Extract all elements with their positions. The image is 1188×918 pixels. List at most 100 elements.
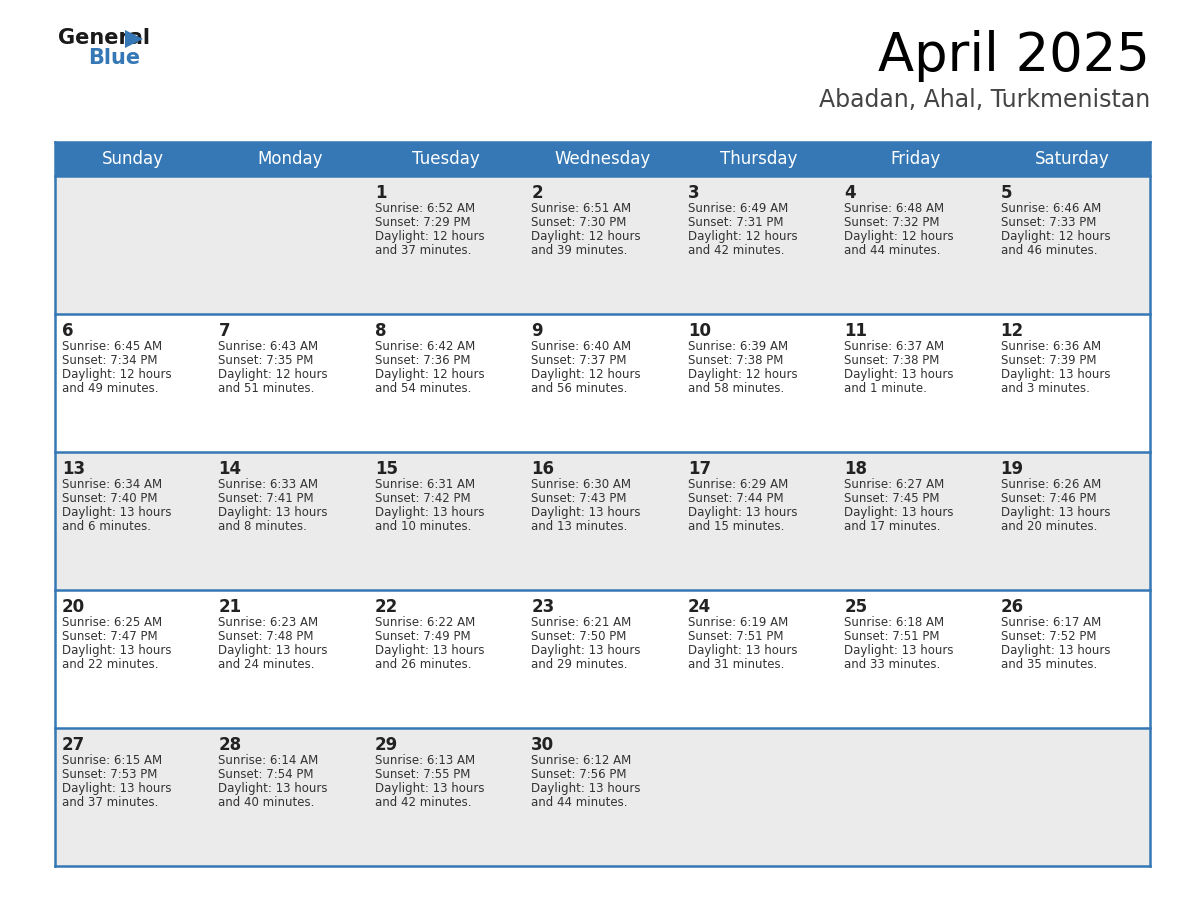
Text: and 37 minutes.: and 37 minutes. bbox=[62, 796, 158, 809]
Text: 22: 22 bbox=[375, 598, 398, 616]
Text: Saturday: Saturday bbox=[1035, 150, 1110, 168]
Text: Friday: Friday bbox=[890, 150, 941, 168]
Text: Daylight: 12 hours: Daylight: 12 hours bbox=[375, 368, 485, 381]
Text: and 13 minutes.: and 13 minutes. bbox=[531, 520, 627, 533]
Text: 14: 14 bbox=[219, 460, 241, 478]
Text: 24: 24 bbox=[688, 598, 710, 616]
Text: Sunset: 7:44 PM: Sunset: 7:44 PM bbox=[688, 492, 783, 505]
Text: Sunset: 7:51 PM: Sunset: 7:51 PM bbox=[845, 630, 940, 643]
Text: 12: 12 bbox=[1000, 322, 1024, 340]
Text: Sunset: 7:35 PM: Sunset: 7:35 PM bbox=[219, 354, 314, 367]
Text: 21: 21 bbox=[219, 598, 241, 616]
Text: and 3 minutes.: and 3 minutes. bbox=[1000, 382, 1089, 395]
Text: and 29 minutes.: and 29 minutes. bbox=[531, 658, 627, 671]
Text: 28: 28 bbox=[219, 736, 241, 754]
Text: 15: 15 bbox=[375, 460, 398, 478]
Text: and 33 minutes.: and 33 minutes. bbox=[845, 658, 941, 671]
Text: 4: 4 bbox=[845, 184, 855, 202]
Text: 23: 23 bbox=[531, 598, 555, 616]
Text: Sunrise: 6:46 AM: Sunrise: 6:46 AM bbox=[1000, 202, 1101, 215]
Text: 26: 26 bbox=[1000, 598, 1024, 616]
Text: Daylight: 12 hours: Daylight: 12 hours bbox=[1000, 230, 1111, 243]
Text: Sunset: 7:41 PM: Sunset: 7:41 PM bbox=[219, 492, 314, 505]
Text: 20: 20 bbox=[62, 598, 86, 616]
Text: 2: 2 bbox=[531, 184, 543, 202]
Text: Thursday: Thursday bbox=[720, 150, 797, 168]
Text: Sunset: 7:50 PM: Sunset: 7:50 PM bbox=[531, 630, 626, 643]
Text: Sunrise: 6:39 AM: Sunrise: 6:39 AM bbox=[688, 340, 788, 353]
Text: Sunset: 7:37 PM: Sunset: 7:37 PM bbox=[531, 354, 627, 367]
Text: Sunset: 7:33 PM: Sunset: 7:33 PM bbox=[1000, 216, 1097, 229]
Text: 30: 30 bbox=[531, 736, 555, 754]
Text: Sunrise: 6:26 AM: Sunrise: 6:26 AM bbox=[1000, 478, 1101, 491]
Text: Daylight: 13 hours: Daylight: 13 hours bbox=[375, 782, 485, 795]
Bar bbox=[55, 314, 1150, 452]
Text: and 24 minutes.: and 24 minutes. bbox=[219, 658, 315, 671]
Text: Sunset: 7:56 PM: Sunset: 7:56 PM bbox=[531, 768, 627, 781]
Text: Sunrise: 6:19 AM: Sunrise: 6:19 AM bbox=[688, 616, 788, 629]
Text: and 44 minutes.: and 44 minutes. bbox=[531, 796, 627, 809]
Text: 9: 9 bbox=[531, 322, 543, 340]
Text: Sunset: 7:40 PM: Sunset: 7:40 PM bbox=[62, 492, 158, 505]
Text: and 31 minutes.: and 31 minutes. bbox=[688, 658, 784, 671]
Text: Sunrise: 6:23 AM: Sunrise: 6:23 AM bbox=[219, 616, 318, 629]
Text: and 37 minutes.: and 37 minutes. bbox=[375, 244, 472, 257]
Text: General: General bbox=[58, 28, 150, 48]
Text: Daylight: 13 hours: Daylight: 13 hours bbox=[531, 782, 640, 795]
Text: Sunrise: 6:45 AM: Sunrise: 6:45 AM bbox=[62, 340, 162, 353]
Text: 27: 27 bbox=[62, 736, 86, 754]
Text: Sunset: 7:36 PM: Sunset: 7:36 PM bbox=[375, 354, 470, 367]
Text: Daylight: 12 hours: Daylight: 12 hours bbox=[531, 230, 640, 243]
Text: Sunrise: 6:29 AM: Sunrise: 6:29 AM bbox=[688, 478, 788, 491]
Text: Abadan, Ahal, Turkmenistan: Abadan, Ahal, Turkmenistan bbox=[819, 88, 1150, 112]
Text: Daylight: 13 hours: Daylight: 13 hours bbox=[219, 644, 328, 657]
Text: 17: 17 bbox=[688, 460, 710, 478]
Text: 6: 6 bbox=[62, 322, 74, 340]
Text: and 20 minutes.: and 20 minutes. bbox=[1000, 520, 1097, 533]
Text: Daylight: 13 hours: Daylight: 13 hours bbox=[845, 644, 954, 657]
Text: Sunrise: 6:48 AM: Sunrise: 6:48 AM bbox=[845, 202, 944, 215]
Text: Sunset: 7:43 PM: Sunset: 7:43 PM bbox=[531, 492, 627, 505]
Text: Sunrise: 6:43 AM: Sunrise: 6:43 AM bbox=[219, 340, 318, 353]
Text: and 46 minutes.: and 46 minutes. bbox=[1000, 244, 1097, 257]
Text: 1: 1 bbox=[375, 184, 386, 202]
Text: and 17 minutes.: and 17 minutes. bbox=[845, 520, 941, 533]
Text: Sunset: 7:54 PM: Sunset: 7:54 PM bbox=[219, 768, 314, 781]
Text: Sunrise: 6:13 AM: Sunrise: 6:13 AM bbox=[375, 754, 475, 767]
Text: Wednesday: Wednesday bbox=[555, 150, 651, 168]
Text: and 58 minutes.: and 58 minutes. bbox=[688, 382, 784, 395]
Text: 25: 25 bbox=[845, 598, 867, 616]
Text: Daylight: 13 hours: Daylight: 13 hours bbox=[1000, 368, 1110, 381]
Text: Sunset: 7:51 PM: Sunset: 7:51 PM bbox=[688, 630, 783, 643]
Text: Sunrise: 6:33 AM: Sunrise: 6:33 AM bbox=[219, 478, 318, 491]
Text: Sunrise: 6:14 AM: Sunrise: 6:14 AM bbox=[219, 754, 318, 767]
Text: Sunrise: 6:15 AM: Sunrise: 6:15 AM bbox=[62, 754, 162, 767]
Text: Sunset: 7:39 PM: Sunset: 7:39 PM bbox=[1000, 354, 1097, 367]
Text: Sunrise: 6:12 AM: Sunrise: 6:12 AM bbox=[531, 754, 632, 767]
Text: Sunset: 7:45 PM: Sunset: 7:45 PM bbox=[845, 492, 940, 505]
Text: Sunset: 7:34 PM: Sunset: 7:34 PM bbox=[62, 354, 158, 367]
Text: Daylight: 13 hours: Daylight: 13 hours bbox=[845, 368, 954, 381]
Text: Sunrise: 6:21 AM: Sunrise: 6:21 AM bbox=[531, 616, 632, 629]
Text: Sunrise: 6:36 AM: Sunrise: 6:36 AM bbox=[1000, 340, 1101, 353]
Text: Daylight: 13 hours: Daylight: 13 hours bbox=[531, 506, 640, 519]
Text: Sunrise: 6:17 AM: Sunrise: 6:17 AM bbox=[1000, 616, 1101, 629]
Text: 11: 11 bbox=[845, 322, 867, 340]
Text: Sunrise: 6:31 AM: Sunrise: 6:31 AM bbox=[375, 478, 475, 491]
Text: and 42 minutes.: and 42 minutes. bbox=[688, 244, 784, 257]
Text: Daylight: 12 hours: Daylight: 12 hours bbox=[688, 230, 797, 243]
Text: Sunrise: 6:40 AM: Sunrise: 6:40 AM bbox=[531, 340, 631, 353]
Text: Daylight: 12 hours: Daylight: 12 hours bbox=[845, 230, 954, 243]
Text: Monday: Monday bbox=[257, 150, 322, 168]
Text: 13: 13 bbox=[62, 460, 86, 478]
Text: Sunrise: 6:34 AM: Sunrise: 6:34 AM bbox=[62, 478, 162, 491]
Bar bbox=[55, 176, 1150, 314]
Text: Sunset: 7:38 PM: Sunset: 7:38 PM bbox=[845, 354, 940, 367]
Text: and 56 minutes.: and 56 minutes. bbox=[531, 382, 627, 395]
Text: Sunset: 7:47 PM: Sunset: 7:47 PM bbox=[62, 630, 158, 643]
Text: Sunset: 7:30 PM: Sunset: 7:30 PM bbox=[531, 216, 626, 229]
Text: 16: 16 bbox=[531, 460, 555, 478]
Text: and 40 minutes.: and 40 minutes. bbox=[219, 796, 315, 809]
Text: 19: 19 bbox=[1000, 460, 1024, 478]
Text: Sunrise: 6:52 AM: Sunrise: 6:52 AM bbox=[375, 202, 475, 215]
